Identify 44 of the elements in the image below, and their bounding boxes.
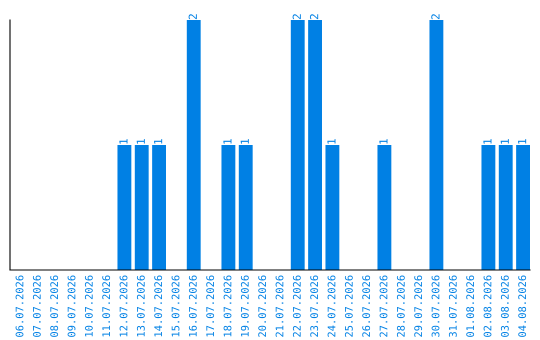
data-label: 1 [518,139,526,144]
x-tick-label: 12.07.2026 [120,276,128,336]
x-tick-label: 17.07.2026 [206,276,214,336]
x-tick-label: 26.07.2026 [362,276,370,337]
x-tick-label: 10.07.2026 [84,276,93,336]
x-tick-label: 07.07.2026 [32,276,41,337]
x-tick-label: 09.07.2026 [68,276,76,337]
x-tick-label: 21.07.2026 [276,276,284,337]
x-tick-label: 20.07.2026 [258,276,266,337]
data-label: 2 [292,14,301,20]
x-tick-label: 04.08.2026 [518,276,526,337]
x-tick-label: 24.07.2026 [328,276,336,337]
data-label: 1 [119,139,128,144]
data-label: 1 [500,139,509,144]
data-label: 1 [154,139,162,144]
data-label: 1 [327,139,336,144]
x-tick-label: 11.07.2026 [102,276,110,336]
x-tick-label: 22.07.2026 [292,276,301,337]
x-tick-label: 30.07.2026 [432,276,440,337]
x-tick-label: 27.07.2026 [380,276,388,337]
x-tick-label: 19.07.2026 [240,276,249,336]
data-label: 2 [431,14,440,20]
data-label: 2 [188,14,197,20]
x-tick-label: 28.07.2026 [396,276,405,337]
x-tick-label: 06.07.2026 [16,276,24,337]
x-tick-label: 18.07.2026 [224,276,232,336]
data-label: 1 [223,139,232,144]
x-tick-label: 25.07.2026 [344,276,353,337]
x-tick-label: 13.07.2026 [136,276,145,336]
data-label: 1 [483,139,492,144]
x-tick-label: 16.07.2026 [188,276,197,336]
x-tick-label: 02.08.2026 [484,276,492,337]
x-tick-label: 03.08.2026 [500,276,509,337]
x-tick-label: 01.08.2026 [466,276,474,337]
x-tick-label: 14.07.2026 [154,276,162,336]
x-tick-label: 23.07.2026 [310,276,318,337]
x-tick-label: 08.07.2026 [50,276,58,337]
data-label: 1 [136,139,145,144]
x-tick-label: 15.07.2026 [172,276,180,336]
data-label: 1 [379,139,388,144]
data-label: 2 [310,14,318,20]
data-label: 1 [240,139,249,144]
x-tick-label: 29.07.2026 [414,276,422,337]
x-tick-label: 31.07.2026 [448,276,457,337]
